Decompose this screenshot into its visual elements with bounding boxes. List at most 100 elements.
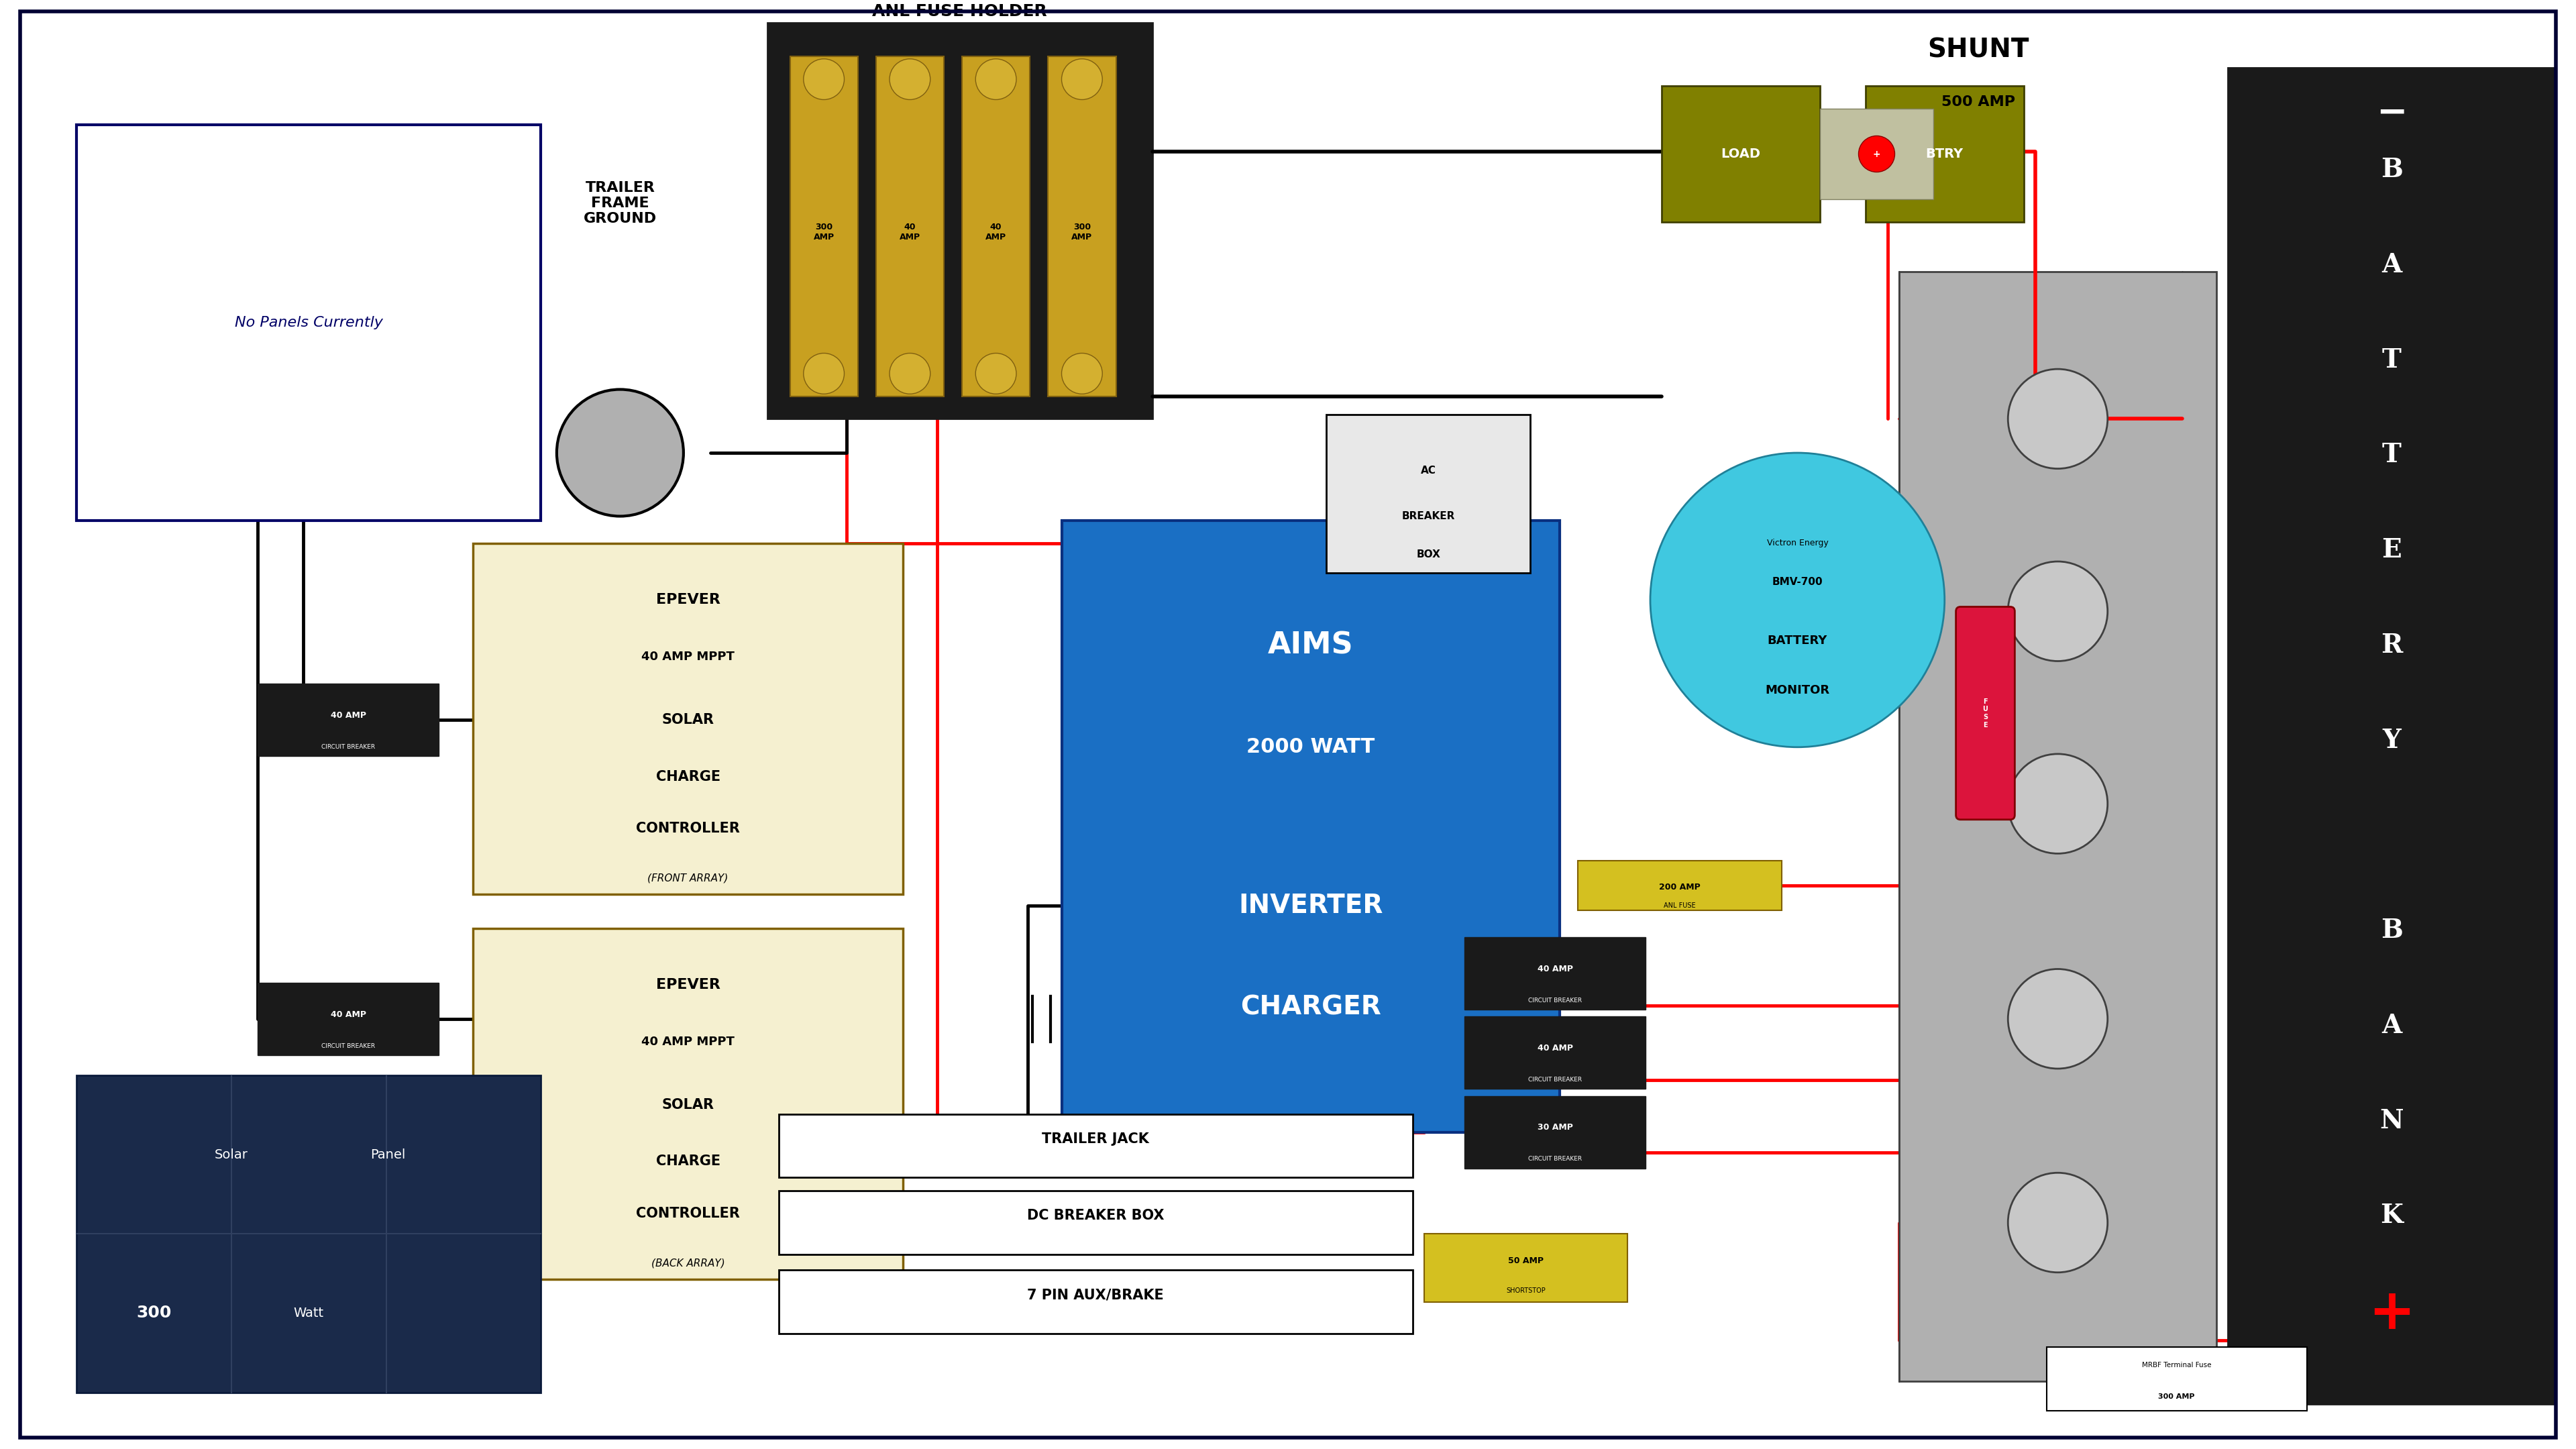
Circle shape bbox=[1651, 452, 1945, 748]
Text: CHARGER: CHARGER bbox=[1239, 995, 1381, 1020]
Text: BMV-700: BMV-700 bbox=[1772, 577, 1824, 587]
Bar bbox=[1048, 57, 1115, 396]
Bar bbox=[2228, 68, 2555, 1404]
Circle shape bbox=[804, 59, 845, 100]
Text: ANL FUSE: ANL FUSE bbox=[1664, 903, 1695, 909]
Text: 40
AMP: 40 AMP bbox=[987, 223, 1007, 242]
Text: CHARGE: CHARGE bbox=[657, 1155, 721, 1168]
Circle shape bbox=[889, 59, 930, 100]
Bar bbox=[876, 57, 943, 396]
Text: Watt: Watt bbox=[294, 1307, 325, 1320]
Text: 300
AMP: 300 AMP bbox=[814, 223, 835, 242]
Circle shape bbox=[976, 354, 1018, 394]
Text: MRBF Terminal Fuse: MRBF Terminal Fuse bbox=[2141, 1362, 2210, 1369]
Text: CIRCUIT BREAKER: CIRCUIT BREAKER bbox=[1528, 1156, 1582, 1162]
Bar bbox=[2045, 1348, 2308, 1410]
Text: SHUNT: SHUNT bbox=[1927, 38, 2030, 62]
Text: BATTERY: BATTERY bbox=[1767, 635, 1826, 646]
Text: CIRCUIT BREAKER: CIRCUIT BREAKER bbox=[1528, 1077, 1582, 1082]
Text: F
U
S
E: F U S E bbox=[1984, 698, 1989, 729]
Bar bbox=[778, 1114, 1412, 1177]
Text: CIRCUIT BREAKER: CIRCUIT BREAKER bbox=[1528, 998, 1582, 1004]
Bar bbox=[1466, 938, 1646, 1010]
Text: ANL FUSE HOLDER: ANL FUSE HOLDER bbox=[873, 3, 1048, 19]
Text: K: K bbox=[2380, 1203, 2403, 1229]
Text: 40 AMP MPPT: 40 AMP MPPT bbox=[641, 651, 734, 662]
Text: A: A bbox=[2383, 252, 2401, 278]
Text: Solar: Solar bbox=[214, 1148, 247, 1161]
Text: B: B bbox=[2380, 156, 2403, 183]
Bar bbox=[1061, 520, 1558, 1132]
Text: 40 AMP MPPT: 40 AMP MPPT bbox=[641, 1036, 734, 1048]
Text: TRAILER JACK: TRAILER JACK bbox=[1041, 1132, 1149, 1146]
Text: EPEVER: EPEVER bbox=[657, 593, 721, 607]
Bar bbox=[778, 1191, 1412, 1255]
Text: BTRY: BTRY bbox=[1927, 148, 1963, 161]
Bar bbox=[778, 1271, 1412, 1333]
Text: AC: AC bbox=[1422, 467, 1435, 475]
Bar bbox=[791, 57, 858, 396]
Bar bbox=[258, 684, 438, 756]
Text: (FRONT ARRAY): (FRONT ARRAY) bbox=[647, 874, 729, 884]
Text: TRAILER
FRAME
GROUND: TRAILER FRAME GROUND bbox=[585, 181, 657, 226]
Bar bbox=[1466, 1095, 1646, 1168]
Bar bbox=[1899, 272, 2215, 1381]
Circle shape bbox=[2007, 753, 2107, 853]
Bar bbox=[1425, 1235, 1628, 1301]
Circle shape bbox=[1061, 354, 1103, 394]
Text: CONTROLLER: CONTROLLER bbox=[636, 822, 739, 836]
Text: 40 AMP: 40 AMP bbox=[330, 711, 366, 720]
Text: DC BREAKER BOX: DC BREAKER BOX bbox=[1028, 1208, 1164, 1223]
Text: SOLAR: SOLAR bbox=[662, 1098, 714, 1111]
Text: INVERTER: INVERTER bbox=[1239, 893, 1383, 919]
Circle shape bbox=[804, 354, 845, 394]
Bar bbox=[1865, 85, 2025, 222]
Text: 50 AMP: 50 AMP bbox=[1507, 1256, 1543, 1265]
Text: 500 AMP: 500 AMP bbox=[1942, 96, 2014, 109]
Bar bbox=[77, 125, 541, 520]
Text: −: − bbox=[2375, 96, 2409, 132]
Text: CHARGE: CHARGE bbox=[657, 769, 721, 784]
Text: R: R bbox=[2380, 633, 2403, 658]
Text: 40 AMP: 40 AMP bbox=[1538, 965, 1574, 974]
Bar bbox=[1577, 861, 1783, 910]
Circle shape bbox=[2007, 561, 2107, 661]
Bar bbox=[258, 982, 438, 1055]
Text: SOLAR: SOLAR bbox=[662, 713, 714, 727]
Text: +: + bbox=[2367, 1287, 2416, 1340]
Circle shape bbox=[2007, 969, 2107, 1069]
Text: 40 AMP: 40 AMP bbox=[330, 1010, 366, 1019]
Text: BOX: BOX bbox=[1417, 549, 1440, 559]
Text: E: E bbox=[2383, 538, 2401, 562]
Bar bbox=[768, 23, 1151, 419]
Text: B: B bbox=[2380, 917, 2403, 943]
Text: Y: Y bbox=[2383, 727, 2401, 753]
Text: 40 AMP: 40 AMP bbox=[1538, 1043, 1574, 1052]
Text: 7 PIN AUX/BRAKE: 7 PIN AUX/BRAKE bbox=[1028, 1288, 1164, 1301]
Text: +: + bbox=[1873, 149, 1880, 158]
Text: BREAKER: BREAKER bbox=[1401, 511, 1455, 522]
Text: No Panels Currently: No Panels Currently bbox=[234, 316, 384, 329]
Text: T: T bbox=[2383, 442, 2401, 468]
Text: 300 AMP: 300 AMP bbox=[2159, 1394, 2195, 1400]
Text: LOAD: LOAD bbox=[1721, 148, 1759, 161]
Text: CONTROLLER: CONTROLLER bbox=[636, 1207, 739, 1220]
Circle shape bbox=[1857, 136, 1896, 172]
FancyBboxPatch shape bbox=[1955, 607, 2014, 820]
Text: 2000 WATT: 2000 WATT bbox=[1247, 738, 1376, 756]
Text: Victron Energy: Victron Energy bbox=[1767, 539, 1829, 548]
Text: 300: 300 bbox=[137, 1306, 173, 1321]
Text: (BACK ARRAY): (BACK ARRAY) bbox=[652, 1258, 724, 1268]
Text: SHORTSTOP: SHORTSTOP bbox=[1507, 1287, 1546, 1294]
Text: EPEVER: EPEVER bbox=[657, 978, 721, 991]
Circle shape bbox=[889, 354, 930, 394]
Bar bbox=[1821, 109, 1932, 199]
Text: 40
AMP: 40 AMP bbox=[899, 223, 920, 242]
Circle shape bbox=[2007, 1172, 2107, 1272]
Text: A: A bbox=[2383, 1013, 2401, 1039]
Text: N: N bbox=[2380, 1108, 2403, 1133]
Text: CIRCUIT BREAKER: CIRCUIT BREAKER bbox=[322, 1043, 376, 1049]
Bar bbox=[474, 543, 904, 894]
Bar bbox=[1466, 1017, 1646, 1090]
Bar bbox=[77, 1075, 541, 1392]
